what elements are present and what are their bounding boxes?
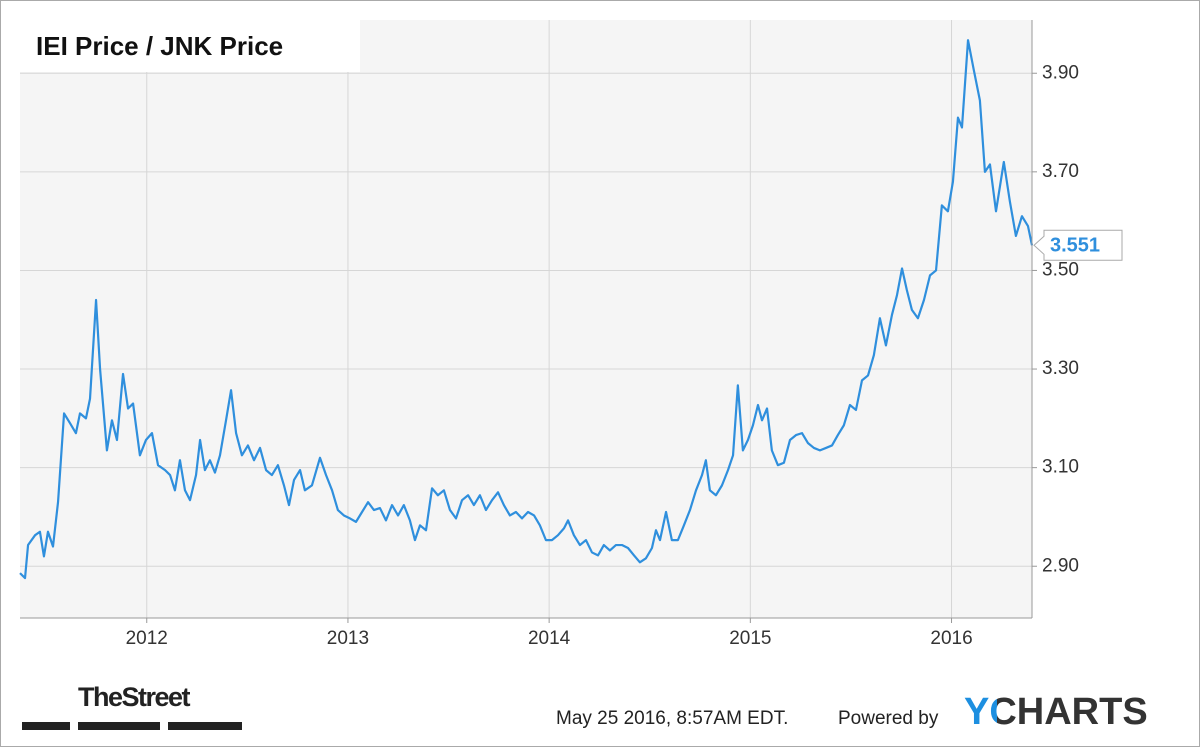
x-tick-label: 2015 xyxy=(729,628,771,649)
logo-bar xyxy=(78,722,160,730)
y-tick-label: 3.50 xyxy=(1042,259,1079,280)
brand-logo: YCHARTS xyxy=(964,691,1148,733)
powered-by: Powered by xyxy=(838,708,939,729)
marks xyxy=(19,39,1034,580)
last-value-label: 3.551 xyxy=(1050,235,1100,257)
x-tick-label: 2016 xyxy=(930,628,972,649)
title-box xyxy=(20,20,360,72)
logo-bar xyxy=(22,722,70,730)
y-tick-label: 3.30 xyxy=(1042,358,1079,379)
y-tick-label: 3.10 xyxy=(1042,457,1079,478)
y-tick-label: 2.90 xyxy=(1042,555,1079,576)
chart-title: IEI Price / JNK Price xyxy=(36,31,283,61)
source-logo: TheStreet xyxy=(78,682,191,712)
plot-area xyxy=(20,20,1032,618)
timestamp: May 25 2016, 8:57AM EDT. xyxy=(556,708,788,729)
y-tick-label: 3.70 xyxy=(1042,161,1079,182)
x-tick-label: 2013 xyxy=(327,628,369,649)
logo-bar xyxy=(168,722,242,730)
grid xyxy=(20,20,1032,618)
last-value-flag xyxy=(1033,229,1123,261)
x-tick-label: 2014 xyxy=(528,628,571,649)
x-tick-label: 2012 xyxy=(126,628,168,649)
price-ratio-line xyxy=(19,39,1034,580)
y-tick-label: 3.90 xyxy=(1042,62,1079,83)
